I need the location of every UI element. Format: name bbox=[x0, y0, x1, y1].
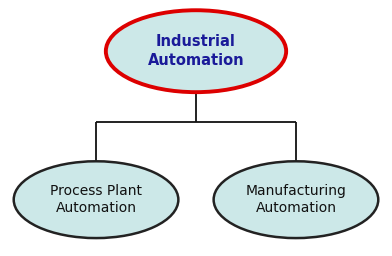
Ellipse shape bbox=[106, 10, 286, 92]
Ellipse shape bbox=[214, 161, 378, 238]
Ellipse shape bbox=[14, 161, 178, 238]
Text: Manufacturing
Automation: Manufacturing Automation bbox=[245, 184, 347, 215]
Text: Process Plant
Automation: Process Plant Automation bbox=[50, 184, 142, 215]
Text: Industrial
Automation: Industrial Automation bbox=[148, 34, 244, 68]
